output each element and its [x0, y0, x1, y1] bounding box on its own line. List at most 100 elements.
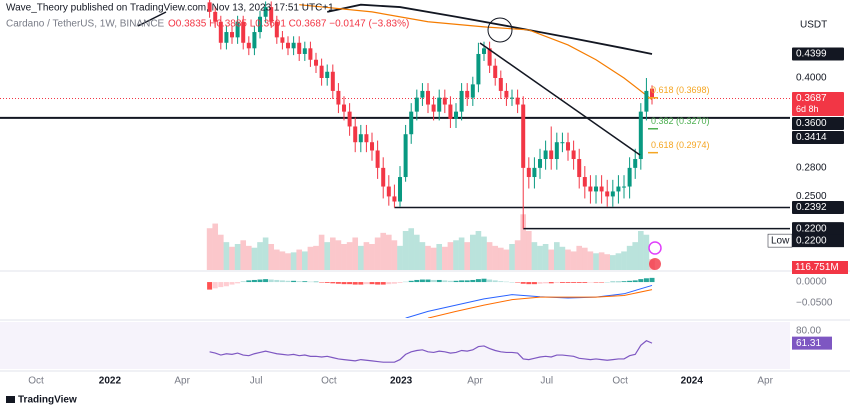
volume-bar [251, 247, 258, 270]
macd-histogram-bar [475, 279, 481, 283]
macd-histogram-bar [229, 282, 235, 285]
volume-bar [229, 246, 235, 270]
macd-histogram-bar [531, 282, 537, 285]
ohlc: O0.3835 H0.3885 L0.3601 C0.3687 −0.0147 … [168, 19, 409, 30]
candle-body [386, 186, 391, 197]
macd-histogram-bar [442, 280, 448, 283]
axes: Oct 2022 Apr Jul Oct 2023 Apr Jul Oct 2024 Apr 0.25… [28, 47, 848, 387]
macd-histogram-bar [638, 279, 644, 283]
candle-body [280, 37, 285, 43]
candle-body [532, 167, 537, 178]
fib-label: 0.618 (0.3698) [651, 85, 710, 95]
macd-histogram-bar [291, 280, 297, 283]
x-tick-label: 2022 [99, 376, 122, 387]
volume-bar [632, 242, 639, 270]
volume-bar [212, 223, 219, 270]
x-tick-label: Apr [174, 376, 190, 387]
candle-body [454, 111, 459, 119]
volume-bar [598, 252, 605, 270]
macd-histogram-bar [218, 282, 224, 288]
volume-bar [643, 234, 650, 270]
price-tag-label: 0.2392 [796, 202, 827, 213]
candle-body [414, 97, 419, 112]
candle-body [588, 186, 593, 192]
volume-bar [464, 242, 471, 270]
x-tick-label: 2024 [681, 376, 704, 387]
macd-histogram-bar [470, 279, 476, 283]
volume-bar [531, 242, 538, 270]
candle-body [319, 65, 324, 78]
candle-body [493, 65, 498, 78]
candle-body [470, 84, 475, 98]
x-tick-label: 2023 [390, 376, 413, 387]
rsi-tag [792, 336, 832, 350]
volume-bar [223, 242, 230, 270]
moving-average [327, 3, 653, 55]
candle-body [599, 186, 604, 192]
volume-tag-label: 116.751M [795, 262, 839, 273]
candle-body [650, 88, 655, 99]
candle-body [526, 167, 531, 178]
volume-bar [206, 228, 213, 270]
macd-histogram-bar [419, 279, 425, 283]
candle-body [577, 159, 582, 178]
price-tag [792, 222, 844, 236]
macd-histogram-bar [543, 282, 549, 284]
macd-histogram-bar [559, 282, 565, 283]
price-tag-label: 0.4399 [796, 49, 827, 60]
macd-histogram-bar [302, 281, 308, 283]
volume-bar [240, 240, 247, 270]
currency: USDT [800, 20, 827, 31]
volume-tag [792, 261, 848, 274]
macd-histogram-bar [425, 279, 431, 283]
candle-body [487, 48, 492, 66]
candle-body [392, 196, 397, 202]
candle-body [616, 186, 621, 192]
macd-histogram-bar [498, 281, 504, 283]
volume-bar [218, 234, 224, 270]
macd-histogram-bar [274, 279, 280, 283]
macd-histogram-bar [604, 282, 610, 283]
macd-histogram-bar [576, 282, 582, 283]
footer: TradingView [18, 395, 77, 406]
volume-bar [358, 245, 364, 270]
volume-bar [565, 249, 571, 270]
macd-histogram-bar [285, 280, 291, 283]
candle-body [325, 71, 330, 78]
candle-body [207, 2, 212, 12]
macd-line [427, 289, 653, 318]
rsi-band [0, 322, 790, 369]
candle-body [448, 104, 453, 119]
macd-histogram-bar [263, 279, 269, 283]
volume-bar [492, 245, 499, 270]
candle-body [442, 97, 447, 105]
candle-body [241, 21, 246, 43]
volume-bar [436, 244, 443, 270]
macd-histogram-bar [207, 282, 213, 290]
macd-histogram-bar [414, 279, 420, 283]
volume-bar [593, 253, 599, 270]
price-tag [792, 92, 844, 117]
rsi-tag-label: 61.31 [796, 338, 821, 349]
macd-histogram-bar [649, 277, 655, 283]
x-tick-label: Oct [321, 376, 337, 387]
volume-bar [257, 242, 263, 270]
macd-line [405, 284, 653, 318]
x-tick-label: Jul [540, 376, 553, 387]
candle-body [375, 150, 380, 168]
macd-histogram-bar [307, 281, 313, 283]
macd-histogram-bar [571, 282, 577, 283]
candle-body [302, 48, 307, 54]
volume-bar [391, 240, 398, 270]
macd-histogram-bar [481, 278, 487, 283]
macd-histogram-bar [459, 280, 465, 283]
macd-histogram-bar [352, 282, 358, 285]
candle-body [538, 159, 543, 168]
volume-bar [419, 242, 426, 270]
macd-histogram-bar [643, 278, 649, 283]
rsi-tick-label: 80.00 [796, 326, 821, 337]
volume-bar [570, 251, 577, 270]
countdown: 6d 8h [796, 104, 819, 114]
candle-body [431, 104, 436, 112]
